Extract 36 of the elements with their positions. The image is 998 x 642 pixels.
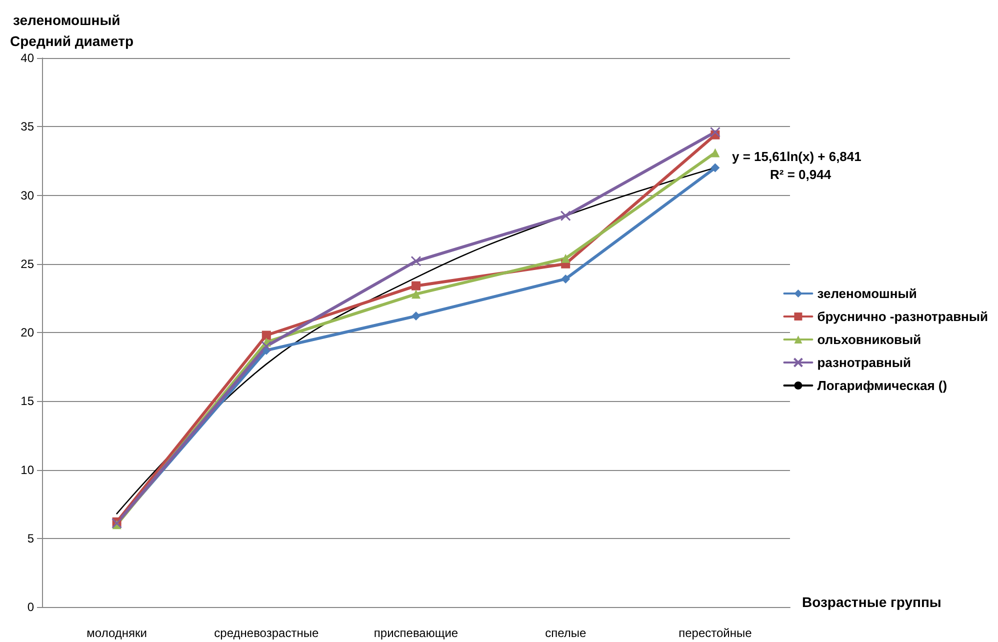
legend-label: Логарифмическая () xyxy=(817,378,948,393)
y-tick-label: 30 xyxy=(20,188,34,202)
y-tick-label: 0 xyxy=(27,600,34,614)
x-tick-label: спелые xyxy=(545,626,586,640)
x-axis-title: Возрастные группы xyxy=(802,594,942,610)
annotation: R² = 0,944 xyxy=(770,167,832,182)
legend-label: бруснично -разнотравный xyxy=(817,309,988,324)
point xyxy=(410,256,422,266)
legend-label: разнотравный xyxy=(817,355,911,370)
x-tick-label: молодняки xyxy=(86,626,147,640)
x-tick-label: приспевающие xyxy=(374,626,458,640)
chart-title: зеленомошный xyxy=(13,12,120,28)
point xyxy=(710,148,720,158)
point xyxy=(560,210,571,222)
point xyxy=(412,312,420,321)
y-tick-label: 35 xyxy=(20,120,34,134)
y-tick-label: 10 xyxy=(20,462,34,477)
y-tick-label: 25 xyxy=(20,256,34,271)
x-tick-label: средневозрастные xyxy=(214,626,319,640)
y-tick-label: 5 xyxy=(27,531,34,546)
y-tick-label: 20 xyxy=(20,326,34,340)
y-axis-title: Средний диаметр xyxy=(10,33,134,49)
y-tick-label: 15 xyxy=(20,394,34,408)
legend-label: зеленомошный xyxy=(817,286,917,301)
y-tick-label: 40 xyxy=(20,51,34,65)
point xyxy=(261,340,272,352)
point xyxy=(710,126,720,138)
point xyxy=(710,163,720,172)
point xyxy=(262,330,271,340)
point xyxy=(412,290,420,299)
point xyxy=(561,254,570,263)
annotation: y = 15,61ln(x) + 6,841 xyxy=(732,149,862,164)
point xyxy=(561,274,570,284)
legend-label: ольховниковый xyxy=(817,332,922,347)
point xyxy=(412,281,420,290)
x-tick-label: перестойные xyxy=(678,626,752,640)
